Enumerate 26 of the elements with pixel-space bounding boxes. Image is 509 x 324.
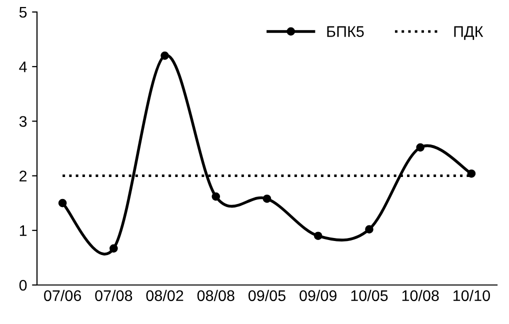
x-tick-label: 10/08 xyxy=(402,290,439,302)
x-tick-label: 08/02 xyxy=(146,290,184,302)
y-tick-label: 4 xyxy=(19,62,27,72)
legend-label: ПДК xyxy=(454,26,484,40)
x-tick-label: 09/05 xyxy=(248,290,286,302)
point xyxy=(365,225,374,234)
y-tick-label: 3 xyxy=(19,116,27,127)
y-tick-label: 1 xyxy=(20,225,27,236)
y-tick-label: 2 xyxy=(20,170,27,182)
point xyxy=(212,192,220,201)
point xyxy=(110,244,118,253)
point xyxy=(58,198,67,208)
x-tick-label: 10/05 xyxy=(351,290,388,302)
point xyxy=(467,169,476,178)
y-tick-label: 0 xyxy=(19,280,27,291)
x-tick-label: 09/09 xyxy=(300,290,337,302)
y-tick-label: 5 xyxy=(19,7,27,18)
point xyxy=(314,232,322,240)
x-tick-label: 10/10 xyxy=(453,290,490,302)
x-tick-label: 08/08 xyxy=(197,290,234,302)
point xyxy=(416,143,424,152)
legend-label: БПК5 xyxy=(327,26,364,37)
point xyxy=(160,52,169,60)
point xyxy=(262,194,272,203)
x-tick-label: 07/06 xyxy=(44,290,81,302)
x-tick-label: 07/08 xyxy=(95,290,132,302)
